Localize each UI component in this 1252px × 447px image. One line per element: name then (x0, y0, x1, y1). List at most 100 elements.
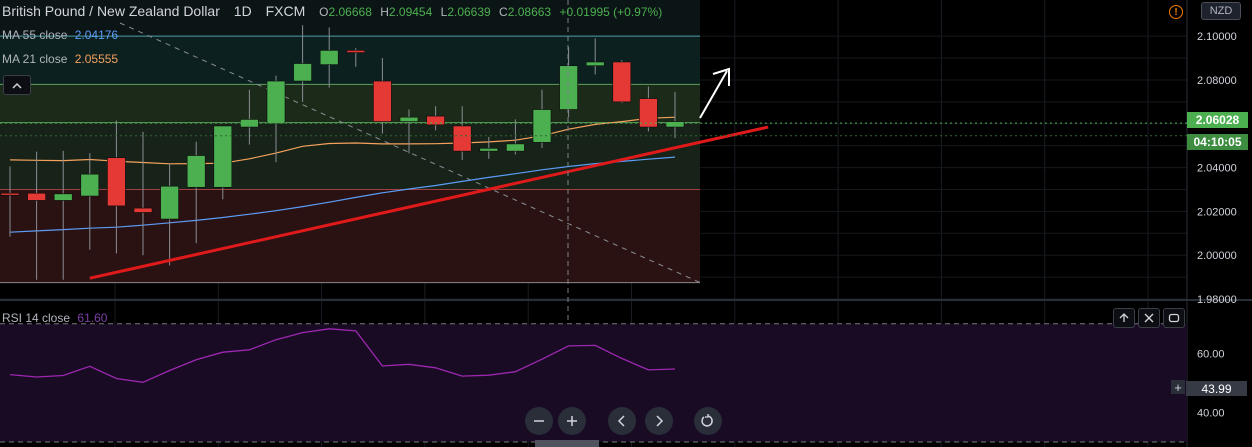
candle-body (133, 207, 153, 213)
current-price-tag: 2.06028 (1187, 112, 1248, 128)
candle (373, 58, 392, 134)
price-axis[interactable]: 2.100002.080002.060002.040002.020002.000… (1197, 31, 1237, 419)
candle-body (53, 193, 73, 201)
rsi-legend[interactable]: RSI 14 close 61.60 (2, 311, 107, 325)
candle-body (665, 121, 685, 128)
chevron-left-icon (617, 415, 625, 427)
candle-body (426, 115, 445, 126)
candle (186, 141, 206, 244)
candle (53, 150, 73, 280)
candle-body (107, 157, 126, 207)
close-label: C (499, 5, 508, 19)
close-icon (1144, 313, 1154, 323)
currency-button[interactable]: NZD (1201, 2, 1241, 20)
open-value: 2.06668 (328, 5, 372, 19)
chevron-up-icon (12, 82, 22, 89)
arrow-up-icon (1119, 313, 1129, 322)
chart-header: British Pound / New Zealand Dollar 1D FX… (2, 3, 662, 19)
move-pane-up-button[interactable] (1113, 308, 1135, 328)
zoom-out-button[interactable] (525, 407, 553, 435)
minus-icon (534, 420, 544, 422)
candle-body (213, 125, 233, 188)
arrow-annotation[interactable] (699, 67, 730, 119)
scroll-left-button[interactable] (608, 407, 636, 435)
candle (559, 47, 578, 118)
candles (0, 25, 685, 280)
candle (426, 106, 445, 131)
candle (346, 48, 366, 67)
candle (639, 86, 658, 132)
rsi-pane (0, 323, 1187, 447)
add-cursor-button[interactable]: + (1171, 380, 1185, 395)
price-axis-label: 2.02000 (1197, 206, 1237, 218)
candle (612, 60, 632, 103)
candle (80, 153, 100, 250)
candle-body (346, 50, 366, 53)
symbol-name[interactable]: British Pound / New Zealand Dollar (2, 3, 220, 19)
interval[interactable]: 1D (233, 3, 252, 19)
maximize-icon (1168, 313, 1180, 323)
candle (133, 131, 153, 256)
candle (27, 151, 46, 280)
fib-zone (0, 84, 700, 123)
candle-body (319, 50, 339, 65)
candle (107, 120, 126, 254)
exchange: FXCM (265, 3, 306, 19)
candle-body (27, 192, 46, 201)
price-axis-label: 2.08000 (1197, 75, 1237, 87)
low-label: L (440, 5, 448, 19)
candle-body (452, 125, 472, 152)
candle (585, 38, 605, 75)
red-trendline[interactable] (89, 125, 769, 280)
ma21-label: MA 21 close (2, 52, 68, 66)
rsi-cursor-tag: 43.99 (1186, 381, 1247, 396)
candle-body (266, 80, 286, 125)
candle-body (160, 185, 179, 220)
plus-icon (567, 416, 577, 426)
reset-chart-button[interactable] (694, 407, 722, 435)
maximize-pane-button[interactable] (1163, 308, 1185, 328)
candle (532, 89, 552, 148)
scroll-right-button[interactable] (645, 407, 673, 435)
candle-body (399, 116, 419, 122)
candle (160, 163, 179, 266)
candle-body (612, 61, 632, 103)
price-axis-label: 2.10000 (1197, 31, 1237, 43)
candle-body (373, 80, 392, 122)
ma55-legend[interactable]: MA 55 close 2.04176 (2, 28, 118, 42)
close-pane-button[interactable] (1138, 308, 1160, 328)
price-axis-label: 2.00000 (1197, 250, 1237, 262)
open-label: O (319, 5, 329, 19)
candle (293, 25, 312, 102)
alert-icon[interactable]: ! (1169, 5, 1183, 19)
candle-body (506, 143, 525, 152)
change-value: +0.01995 (+0.97%) (559, 5, 663, 19)
ma21-value: 2.05555 (74, 52, 119, 66)
candle-body (559, 65, 578, 110)
price-axis-label: 2.04000 (1197, 163, 1237, 175)
candle (399, 109, 419, 154)
arrow-head (712, 67, 730, 86)
rsi-axis-label: 60.00 (1197, 348, 1225, 360)
fib-zone (0, 122, 700, 190)
rsi-value: 61.60 (77, 311, 108, 325)
scroll-handle[interactable] (535, 440, 599, 447)
fib-zone (0, 36, 700, 85)
candle (506, 119, 525, 155)
close-value: 2.08663 (507, 5, 552, 19)
zoom-in-button[interactable] (558, 407, 586, 435)
high-label: H (380, 5, 389, 19)
candle-body (479, 147, 499, 152)
chevron-right-icon (656, 415, 664, 427)
low-value: 2.06639 (447, 5, 491, 19)
trendline-path[interactable] (89, 125, 769, 280)
ma21-legend[interactable]: MA 21 close 2.05555 (2, 52, 118, 66)
candle-body (80, 173, 100, 197)
candle (213, 125, 233, 200)
fib-zones (0, 0, 700, 284)
candle (479, 136, 499, 159)
candle (665, 92, 685, 138)
reset-icon (701, 414, 713, 427)
collapse-legend-button[interactable] (3, 75, 31, 95)
